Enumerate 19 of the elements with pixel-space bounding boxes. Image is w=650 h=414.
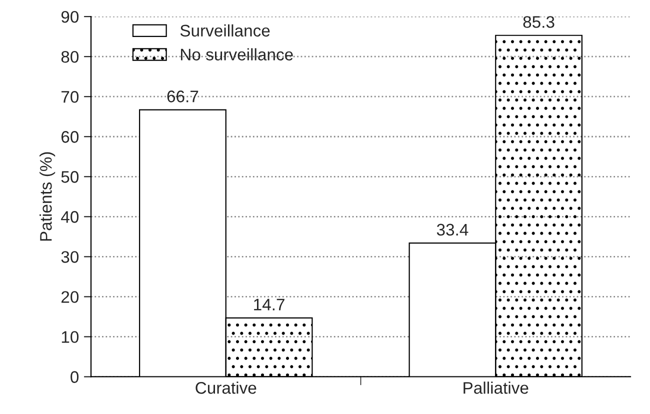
y-tick-label: 60 <box>62 131 79 143</box>
y-tick-label: 0 <box>70 371 79 383</box>
data-label: 66.7 <box>167 90 198 102</box>
y-tick-label: 10 <box>62 331 79 343</box>
y-axis-title: Patients (%) <box>40 152 56 241</box>
legend-label: No surveillance <box>181 48 293 60</box>
y-tick-label: 40 <box>61 211 79 223</box>
data-label: 85.3 <box>523 16 554 28</box>
data-label: 33.4 <box>436 224 468 236</box>
y-tick-label: 30 <box>61 251 79 263</box>
y-tick-label: 20 <box>61 291 79 303</box>
legend-label: Surveillance <box>180 24 270 37</box>
y-tick-label: 70 <box>62 91 79 103</box>
x-tick-label: Curative <box>196 382 256 394</box>
y-tick-label: 50 <box>61 171 79 183</box>
data-label: 14.7 <box>254 298 284 310</box>
x-tick-label: Palliative <box>464 382 528 394</box>
y-tick-label: 90 <box>61 10 79 23</box>
y-tick-label: 80 <box>61 50 79 63</box>
